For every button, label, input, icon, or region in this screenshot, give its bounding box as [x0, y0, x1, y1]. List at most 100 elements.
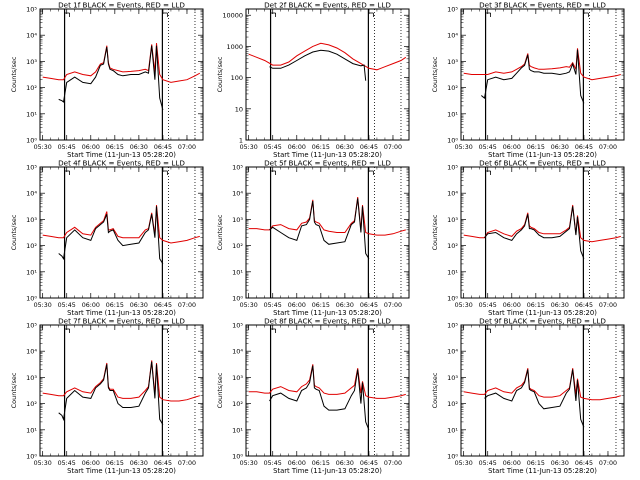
y-tick-label: 10⁴ [447, 348, 458, 356]
events-series-line [269, 198, 370, 259]
panel-6: Det 6f BLACK = Events, RED = LLD Counts/s… [431, 159, 625, 317]
x-tick-label: 06:15 [527, 302, 545, 309]
x-tick-label: 06:45 [154, 460, 172, 467]
y-tick-label: 10⁰ [232, 295, 243, 303]
x-tick-label: 05:45 [58, 460, 76, 467]
panel-title: Det 7f BLACK = Events, RED = LLD [58, 317, 185, 326]
x-tick-label: 07:00 [384, 144, 402, 151]
y-tick-label: 10³ [26, 374, 37, 382]
panel-7: Det 7f BLACK = Events, RED = LLD Counts/s… [10, 317, 204, 475]
x-tick-label: 07:00 [384, 302, 402, 309]
panel-frame [245, 166, 410, 299]
x-tick-label: 06:30 [551, 460, 569, 467]
y-tick-label: 10¹ [447, 110, 458, 118]
x-tick-label: 06:45 [154, 144, 172, 151]
y-tick-label: 10 [235, 105, 243, 113]
y-tick-label: 10² [447, 400, 458, 408]
y-axis-label: Counts/sec [10, 214, 18, 250]
y-tick-label: 10⁵ [232, 322, 243, 330]
events-series-line [484, 369, 585, 428]
y-tick-label: 10² [232, 242, 243, 250]
x-tick-label: 06:30 [130, 302, 148, 309]
panel-frame [460, 166, 625, 299]
panel-frame [39, 8, 204, 141]
y-tick-label: 10¹ [447, 426, 458, 434]
x-tick-label: 06:15 [527, 460, 545, 467]
y-tick-label: 10² [26, 84, 37, 92]
panel-4: Det 4f BLACK = Events, RED = LLD Counts/s… [10, 159, 204, 317]
y-tick-label: 10² [26, 242, 37, 250]
y-tick-label: 10⁵ [447, 164, 458, 172]
x-tick-label: 05:30 [455, 144, 473, 151]
events-series-line [58, 206, 164, 265]
x-tick-label: 06:45 [575, 460, 593, 467]
y-axis-label: Counts/sec [216, 372, 224, 408]
lld-series-line [248, 197, 406, 236]
y-tick-label: 10⁰ [26, 295, 37, 303]
y-tick-label: 10⁰ [447, 137, 458, 145]
y-axis-label: Counts/sec [216, 214, 224, 250]
panel-frame [460, 8, 625, 141]
x-tick-label: 06:15 [312, 460, 330, 467]
x-tick-label: 06:00 [503, 144, 521, 151]
y-tick-label: 10² [232, 400, 243, 408]
x-tick-label: 05:30 [34, 460, 52, 467]
x-tick-label: 05:45 [264, 302, 282, 309]
y-tick-label: 10⁵ [26, 322, 37, 330]
y-tick-label: 10⁵ [447, 6, 458, 14]
lld-series-line [463, 48, 621, 81]
events-series-line [58, 45, 164, 111]
x-tick-label: 06:45 [360, 302, 378, 309]
x-tick-label: 06:30 [551, 144, 569, 151]
y-tick-label: 10000 [222, 12, 243, 20]
x-tick-label: 05:30 [240, 144, 258, 151]
y-tick-label: 10⁵ [26, 6, 37, 14]
panel-5: Det 5f BLACK = Events, RED = LLD Counts/s… [216, 159, 410, 317]
y-tick-label: 10¹ [26, 426, 37, 434]
lld-series-line [463, 368, 621, 401]
x-tick-label: 05:30 [240, 302, 258, 309]
x-tick-label: 05:30 [455, 460, 473, 467]
lld-series-line [248, 364, 406, 399]
x-axis-label: Start Time (11-Jun-13 05:28:20) [67, 309, 176, 317]
x-tick-label: 07:00 [599, 460, 617, 467]
x-tick-label: 07:00 [599, 302, 617, 309]
x-tick-label: 06:15 [106, 302, 124, 309]
panel-title: Det 1f BLACK = Events, RED = LLD [58, 1, 185, 10]
y-tick-label: 10² [447, 242, 458, 250]
y-tick-label: 10⁴ [447, 190, 458, 198]
x-tick-label: 06:30 [336, 302, 354, 309]
y-tick-label: 10⁴ [232, 348, 243, 356]
x-axis-label: Start Time (11-Jun-13 05:28:20) [488, 309, 597, 317]
panel-title: Det 4f BLACK = Events, RED = LLD [58, 159, 185, 168]
x-axis-label: Start Time (11-Jun-13 05:28:20) [273, 309, 382, 317]
y-axis-label: Counts/sec [10, 56, 18, 92]
y-tick-label: 10⁴ [26, 190, 37, 198]
y-tick-label: 10⁰ [26, 137, 37, 145]
panel-3: Det 3f BLACK = Events, RED = LLD Counts/s… [431, 1, 625, 159]
y-tick-label: 10³ [447, 216, 458, 224]
y-tick-label: 10¹ [232, 426, 243, 434]
x-tick-label: 05:30 [240, 460, 258, 467]
lld-series-line [248, 42, 407, 71]
y-axis-label: Counts/sec [431, 214, 439, 250]
panel-1: Det 1f BLACK = Events, RED = LLD Counts/s… [10, 1, 204, 159]
panel-frame [460, 324, 625, 457]
x-axis-label: Start Time (11-Jun-13 05:28:20) [273, 467, 382, 475]
x-tick-label: 06:00 [288, 302, 306, 309]
y-tick-label: 10³ [26, 58, 37, 66]
x-tick-label: 06:15 [527, 144, 545, 151]
x-tick-label: 06:30 [551, 302, 569, 309]
y-tick-label: 10⁵ [26, 164, 37, 172]
panel-frame [245, 324, 410, 457]
x-tick-label: 07:00 [178, 302, 196, 309]
y-tick-label: 1 [239, 137, 243, 145]
y-tick-label: 10³ [232, 216, 243, 224]
y-tick-label: 100 [231, 74, 243, 82]
y-tick-label: 1000 [226, 43, 243, 51]
y-tick-label: 10⁰ [447, 295, 458, 303]
y-tick-label: 10¹ [26, 110, 37, 118]
x-tick-label: 05:30 [34, 144, 52, 151]
panel-8: Det 8f BLACK = Events, RED = LLD Counts/s… [216, 317, 410, 475]
